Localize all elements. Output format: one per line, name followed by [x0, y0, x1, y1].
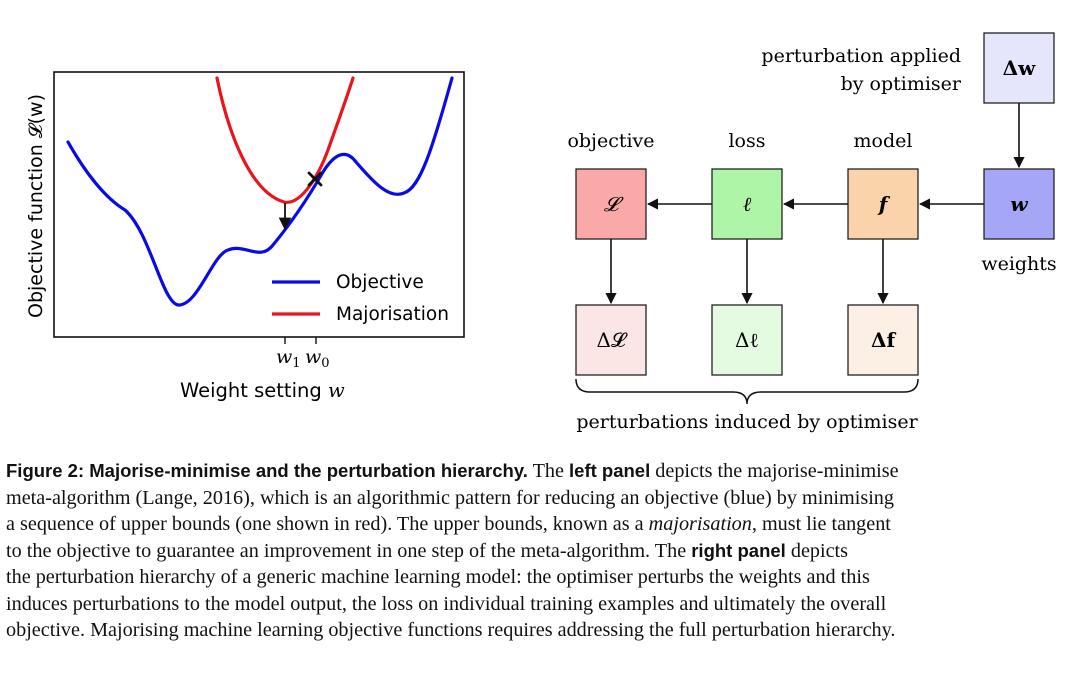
caption-text: The	[527, 460, 570, 482]
node-w	[983, 168, 1055, 240]
caption-line-7: objective. Majorising machine learning o…	[6, 619, 896, 641]
tick-label-w0: w0	[305, 346, 330, 371]
figure-caption: Figure 2: Majorise-minimise and the pert…	[6, 458, 1068, 644]
label-weights: weights	[981, 253, 1056, 275]
caption-line-1: Figure 2: Majorise-minimise and the pert…	[6, 458, 1068, 485]
perturbation-applied-line1: perturbation applied	[761, 45, 961, 67]
caption-majorisation: majorisation	[648, 513, 752, 535]
label-loss: loss	[728, 130, 765, 152]
node-delta-f-label: Δf	[871, 328, 897, 352]
legend-objective-label: Objective	[336, 272, 424, 293]
plot-frame	[53, 71, 465, 338]
node-L	[575, 168, 647, 240]
caption-text: depicts	[785, 539, 849, 562]
caption-text: , must lie tangent	[751, 513, 891, 535]
brace	[575, 378, 919, 405]
node-ell-label: ℓ	[743, 192, 752, 216]
caption-line-6: induces perturbations to the model outpu…	[6, 592, 887, 615]
caption-line-4: to the objective to guarantee an improve…	[6, 538, 1068, 565]
node-delta-f	[847, 304, 919, 376]
caption-text: a sequence of upper bounds (one shown in…	[6, 513, 649, 535]
perturbation-applied-line2: by optimiser	[841, 73, 962, 95]
figure-graphics: w1 w0 Weight setting w Objective functio…	[25, 32, 1057, 433]
caption-line-5: the perturbation hierarchy of a generic …	[6, 566, 870, 588]
node-delta-L	[575, 304, 647, 376]
caption-figure-label: Figure 2: Majorise-minimise and the pert…	[6, 460, 528, 481]
objective-curve	[66, 76, 454, 307]
node-delta-L-label: Δ𝓛	[597, 328, 628, 352]
x-marker	[307, 171, 323, 187]
x-axis-label: Weight setting w	[180, 379, 345, 402]
caption-line-3: a sequence of upper bounds (one shown in…	[6, 511, 1068, 538]
label-objective: objective	[567, 130, 654, 152]
node-delta-ell-label: Δℓ	[735, 328, 759, 352]
node-delta-ell	[711, 304, 783, 376]
caption-text: depicts the majorise-minimise	[650, 460, 899, 482]
left-plot: w1 w0 Weight setting w Objective functio…	[25, 71, 465, 402]
caption-text: to the objective to guarantee an improve…	[6, 539, 692, 562]
node-delta-w-label: Δw	[1003, 56, 1037, 80]
y-axis-label: Objective function 𝓛(w)	[25, 94, 47, 318]
legend: Objective Majorisation	[272, 272, 449, 325]
label-model: model	[854, 130, 913, 152]
caption-line-2: meta-algorithm (Lange, 2016), which is a…	[6, 486, 894, 509]
brace-label: perturbations induced by optimiser	[576, 411, 918, 433]
caption-right-panel: right panel	[691, 539, 786, 561]
legend-majorisation-label: Majorisation	[336, 304, 449, 325]
node-f-label: f	[877, 192, 891, 216]
majorisation-curve	[215, 76, 355, 204]
tick-label-w1: w1	[276, 346, 301, 371]
perturbation-diagram: perturbation applied by optimiser Δw obj…	[567, 32, 1057, 433]
node-w-label: w	[1010, 192, 1028, 216]
caption-left-panel: left panel	[569, 460, 651, 481]
